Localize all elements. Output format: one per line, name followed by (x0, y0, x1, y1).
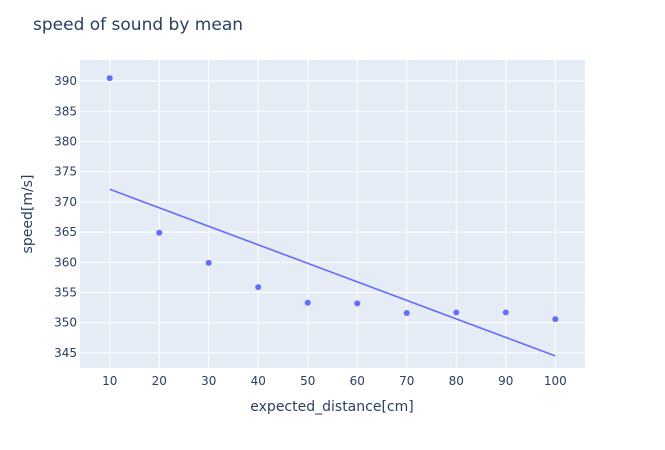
x-tick-labels: 10 20 30 40 50 60 70 80 90 100 (102, 374, 567, 388)
data-point (255, 284, 262, 291)
data-point (304, 299, 311, 306)
y-tick-label: 380 (54, 135, 77, 149)
x-tick-label: 30 (201, 374, 216, 388)
x-tick-label: 90 (498, 374, 513, 388)
y-tick-label: 365 (54, 225, 77, 239)
y-tick-label: 370 (54, 195, 77, 209)
x-axis-title: expected_distance[cm] (250, 399, 413, 415)
x-tick-label: 50 (300, 374, 315, 388)
data-point (502, 309, 509, 316)
data-points (106, 75, 559, 323)
x-tick-label: 40 (251, 374, 266, 388)
x-tick-label: 100 (544, 374, 567, 388)
x-tick-label: 60 (350, 374, 365, 388)
y-tick-label: 390 (54, 74, 77, 88)
y-tick-labels: 345 350 355 360 365 370 375 380 385 390 (54, 74, 77, 360)
y-tick-label: 350 (54, 316, 77, 330)
x-tick-label: 70 (399, 374, 414, 388)
y-tick-label: 360 (54, 255, 77, 269)
y-tick-label: 385 (54, 104, 77, 118)
y-tick-label: 355 (54, 286, 77, 300)
data-point (453, 309, 460, 316)
data-point (156, 229, 163, 236)
data-point (403, 310, 410, 317)
data-point (552, 316, 559, 323)
y-tick-label: 345 (54, 346, 77, 360)
data-point (354, 300, 361, 307)
x-tick-label: 10 (102, 374, 117, 388)
trendline-segment (109, 188, 556, 357)
data-point (106, 75, 113, 82)
x-tick-label: 80 (449, 374, 464, 388)
trendline (109, 188, 556, 357)
y-tick-label: 375 (54, 165, 77, 179)
plot-area (80, 60, 585, 368)
x-tick-label: 20 (152, 374, 167, 388)
data-point (205, 259, 212, 266)
y-gridlines (80, 80, 585, 354)
y-axis-title: speed[m/s] (20, 175, 36, 254)
chart-title: speed of sound by mean (33, 15, 243, 35)
